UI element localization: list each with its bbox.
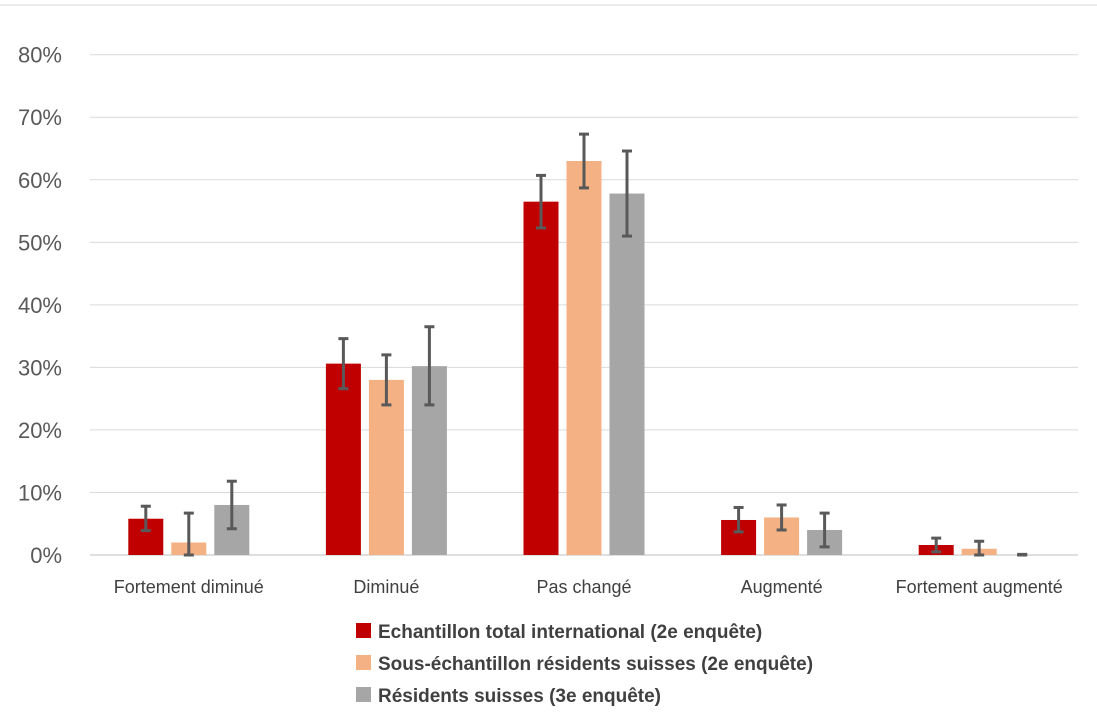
- category-label: Fortement augmenté: [896, 577, 1063, 597]
- legend-item: Résidents suisses (3e enquête): [356, 686, 661, 707]
- y-tick-label: 10%: [18, 480, 62, 505]
- x-axis-category-labels: Fortement diminué Diminué Pas changé Augmen…: [114, 577, 1063, 597]
- bars: [128, 161, 997, 556]
- category-label: Diminué: [353, 577, 419, 597]
- error-bar: [622, 149, 632, 238]
- legend-label: Résidents suisses (3e enquête): [378, 686, 661, 707]
- bar-diminue-series-2: [368, 379, 404, 555]
- category-label: Augmenté: [741, 577, 823, 597]
- error-bar: [974, 539, 985, 557]
- y-tick-label: 80%: [18, 43, 62, 68]
- error-bar: [338, 337, 349, 391]
- legend: Echantillon total international (2e enqu…: [356, 622, 813, 707]
- legend-item: Echantillon total international (2e enqu…: [356, 622, 762, 643]
- error-bar: [1017, 552, 1028, 557]
- y-tick-label: 0%: [30, 543, 62, 568]
- error-bar: [733, 505, 744, 534]
- legend-swatch: [356, 655, 371, 670]
- y-tick-label: 50%: [18, 230, 62, 255]
- legend-swatch: [356, 687, 371, 702]
- error-bars: [140, 132, 1028, 557]
- bar-pas-change-series-1: [523, 201, 559, 555]
- error-bar: [226, 479, 237, 531]
- category-label-line: Augmenté: [741, 577, 823, 597]
- error-bar: [381, 353, 392, 407]
- legend-label: Sous-échantillon résidents suisses (2e e…: [378, 654, 813, 675]
- bar-pas-change-series-2: [566, 161, 602, 556]
- category-label: Pas changé: [536, 577, 631, 597]
- bar-pas-change-series-3: [609, 193, 645, 555]
- category-label-line: Pas changé: [536, 577, 631, 597]
- bar-diminue-series-1: [325, 363, 361, 555]
- y-tick-label: 40%: [18, 293, 62, 318]
- y-axis-tick-labels: 0% 10% 20% 30% 40% 50% 60% 70% 80%: [18, 43, 62, 568]
- legend-swatch: [356, 623, 371, 638]
- error-bar: [140, 504, 151, 533]
- error-bar: [776, 503, 787, 532]
- legend-item: Sous-échantillon résidents suisses (2e e…: [356, 654, 813, 675]
- error-bar: [424, 325, 435, 407]
- y-tick-label: 70%: [18, 105, 62, 130]
- legend-label: Echantillon total international (2e enqu…: [378, 622, 762, 643]
- error-bar: [183, 511, 194, 557]
- y-tick-label: 60%: [18, 168, 62, 193]
- error-bar: [931, 536, 942, 554]
- y-tick-label: 20%: [18, 418, 62, 443]
- category-label: Fortement diminué: [114, 577, 264, 597]
- error-bar: [536, 173, 546, 230]
- error-bar: [579, 132, 589, 190]
- error-bar: [819, 511, 830, 549]
- y-tick-label: 30%: [18, 355, 62, 380]
- category-label-line: Fortement diminué: [114, 577, 264, 597]
- category-label-line: Fortement augmenté: [896, 577, 1063, 597]
- category-label-line: Diminué: [353, 577, 419, 597]
